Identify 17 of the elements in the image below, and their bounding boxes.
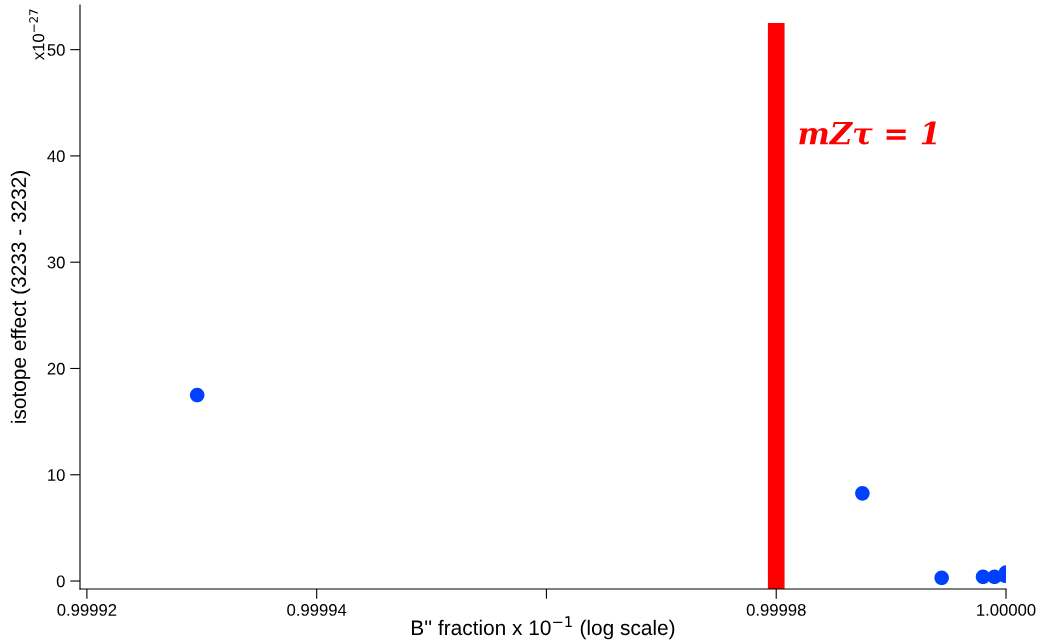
y-axis-title: isotope effect (3233 - 3232): [10, 171, 31, 423]
x-tick-label: 0.99994: [287, 604, 347, 616]
point: [934, 570, 949, 586]
point: [189, 387, 205, 403]
ref-line-label: mZτ = 1: [799, 121, 936, 145]
x-axis-title: B'' fraction x 10$^{−1}$ (log scale): [412, 616, 675, 640]
y-tick-label: 0: [56, 575, 65, 588]
y-tick-label: 30: [47, 256, 65, 269]
y-tick-label: 10: [48, 469, 65, 481]
text: x10$^{−27}$: [29, 9, 45, 60]
y-tick-label: 50: [47, 44, 65, 56]
x-tick-label: 0.99992: [57, 604, 117, 616]
x-tick-label: 1.00000: [977, 604, 1036, 616]
point: [855, 486, 870, 501]
y-tick-label: 40: [47, 150, 65, 163]
x-tick-label: 0.99998: [746, 604, 806, 616]
y-tick-label: 20: [47, 362, 65, 375]
